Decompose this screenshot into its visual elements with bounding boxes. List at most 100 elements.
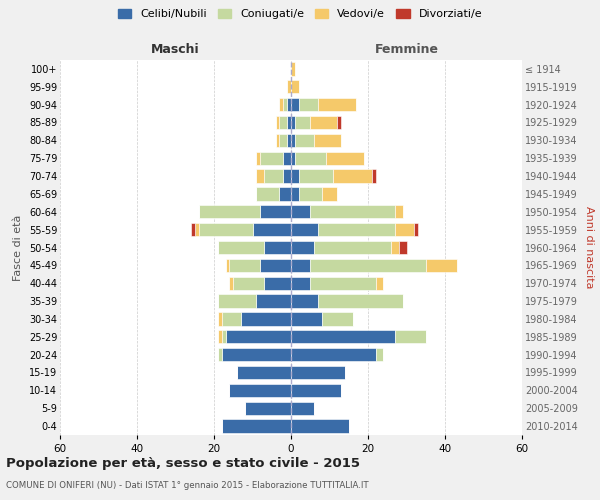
Bar <box>291 276 310 290</box>
Bar <box>191 223 195 236</box>
Text: Maschi: Maschi <box>151 44 200 57</box>
Bar <box>299 187 322 200</box>
Bar <box>291 98 299 112</box>
Bar <box>291 187 299 200</box>
Bar <box>287 116 291 129</box>
Bar <box>199 223 253 236</box>
Bar <box>264 170 283 183</box>
Bar <box>260 258 291 272</box>
Bar <box>256 294 291 308</box>
Bar <box>237 366 291 379</box>
Bar <box>376 276 383 290</box>
Bar <box>245 402 291 415</box>
Bar <box>275 134 280 147</box>
Bar <box>218 348 222 362</box>
Bar <box>291 258 310 272</box>
Bar <box>295 134 314 147</box>
Bar <box>291 241 314 254</box>
Bar <box>291 205 310 218</box>
Bar <box>291 80 299 94</box>
Bar <box>226 258 229 272</box>
Bar <box>280 134 287 147</box>
Bar <box>322 187 337 200</box>
Bar <box>291 348 376 362</box>
Bar <box>291 223 318 236</box>
Bar <box>256 152 260 165</box>
Bar <box>253 223 291 236</box>
Bar <box>291 152 295 165</box>
Bar <box>291 402 314 415</box>
Bar <box>260 205 291 218</box>
Text: Popolazione per età, sesso e stato civile - 2015: Popolazione per età, sesso e stato civil… <box>6 458 360 470</box>
Bar <box>291 420 349 433</box>
Bar <box>275 116 280 129</box>
Bar <box>287 98 291 112</box>
Bar <box>256 187 280 200</box>
Bar <box>310 258 426 272</box>
Bar <box>372 170 376 183</box>
Bar <box>310 116 337 129</box>
Bar <box>322 312 353 326</box>
Bar <box>299 98 318 112</box>
Bar <box>283 152 291 165</box>
Bar <box>395 223 414 236</box>
Bar <box>310 205 395 218</box>
Bar <box>314 241 391 254</box>
Bar <box>218 330 222 344</box>
Bar <box>226 330 291 344</box>
Bar <box>287 80 291 94</box>
Bar <box>280 116 287 129</box>
Bar <box>283 98 287 112</box>
Bar <box>287 134 291 147</box>
Bar <box>326 152 364 165</box>
Bar <box>337 116 341 129</box>
Bar <box>260 152 283 165</box>
Bar <box>199 205 260 218</box>
Bar <box>295 116 310 129</box>
Bar <box>426 258 457 272</box>
Bar <box>299 170 334 183</box>
Bar <box>264 241 291 254</box>
Bar <box>291 62 295 76</box>
Bar <box>291 134 295 147</box>
Bar <box>229 258 260 272</box>
Text: Femmine: Femmine <box>374 44 439 57</box>
Bar <box>218 294 256 308</box>
Bar <box>291 312 322 326</box>
Bar <box>318 294 403 308</box>
Bar <box>222 330 226 344</box>
Bar <box>295 152 326 165</box>
Bar <box>280 187 291 200</box>
Bar <box>222 420 291 433</box>
Bar <box>195 223 199 236</box>
Bar <box>291 366 345 379</box>
Bar <box>399 241 407 254</box>
Bar <box>395 330 426 344</box>
Bar <box>334 170 372 183</box>
Bar <box>218 312 222 326</box>
Bar <box>280 98 283 112</box>
Bar <box>414 223 418 236</box>
Bar <box>222 312 241 326</box>
Legend: Celibi/Nubili, Coniugati/e, Vedovi/e, Divorziati/e: Celibi/Nubili, Coniugati/e, Vedovi/e, Di… <box>115 6 485 22</box>
Bar <box>318 223 395 236</box>
Bar <box>391 241 399 254</box>
Bar <box>291 330 395 344</box>
Bar <box>310 276 376 290</box>
Bar <box>222 348 291 362</box>
Bar <box>264 276 291 290</box>
Bar <box>395 205 403 218</box>
Bar <box>229 384 291 397</box>
Bar <box>291 116 295 129</box>
Bar <box>229 276 233 290</box>
Bar <box>233 276 264 290</box>
Bar <box>314 134 341 147</box>
Text: COMUNE DI ONIFERI (NU) - Dati ISTAT 1° gennaio 2015 - Elaborazione TUTTITALIA.IT: COMUNE DI ONIFERI (NU) - Dati ISTAT 1° g… <box>6 481 368 490</box>
Bar <box>283 170 291 183</box>
Bar <box>291 294 318 308</box>
Y-axis label: Fasce di età: Fasce di età <box>13 214 23 280</box>
Bar <box>291 170 299 183</box>
Bar <box>318 98 356 112</box>
Bar <box>218 241 264 254</box>
Bar <box>291 384 341 397</box>
